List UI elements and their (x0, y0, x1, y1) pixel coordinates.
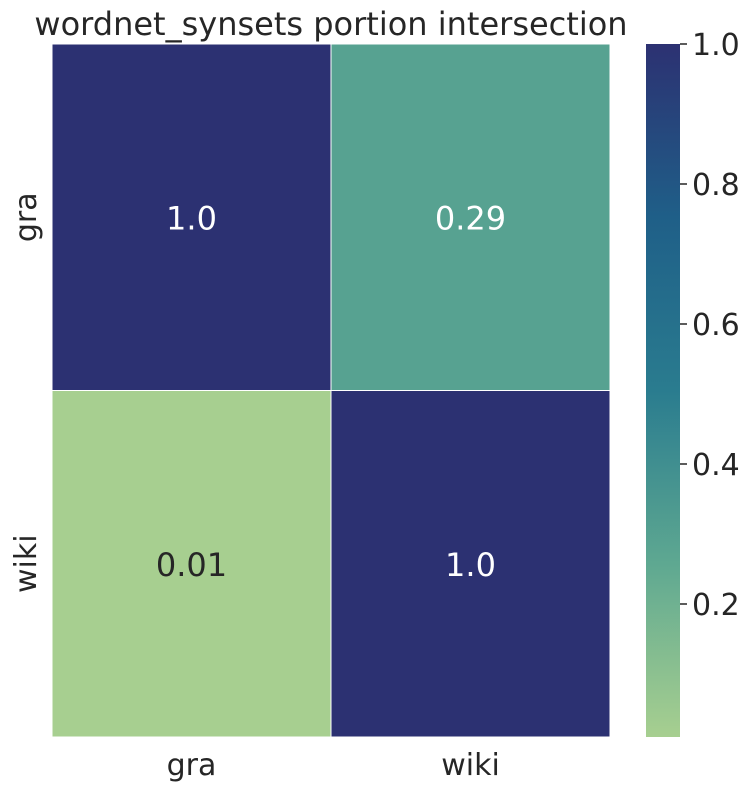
heatmap-cell-gra-wiki (330, 43, 611, 391)
cell-annotations: 1.0 0.29 0.01 1.0 (156, 199, 506, 584)
colorbar-tick-label: 0.4 (692, 448, 740, 483)
y-tick-label: wiki (9, 534, 44, 593)
y-axis-tick-labels: gra wiki (9, 192, 44, 593)
heatmap-cell-wiki-gra (51, 390, 332, 738)
heatmap-cell-gra-gra (51, 43, 332, 391)
cell-annotation: 1.0 (445, 546, 496, 584)
heatmap-cells (51, 43, 611, 738)
cell-annotation: 0.29 (435, 199, 506, 237)
colorbar (646, 44, 680, 737)
cell-annotation: 1.0 (166, 199, 217, 237)
colorbar-tick-label: 0.6 (692, 308, 740, 343)
x-axis-tick-labels: gra wiki (167, 748, 500, 783)
colorbar-tick-label: 0.2 (692, 588, 740, 623)
x-tick-label: wiki (441, 748, 500, 783)
y-tick-label: gra (9, 192, 44, 242)
chart-title: wordnet_synsets portion intersection (34, 5, 627, 43)
colorbar-tick-label: 1.0 (692, 28, 740, 63)
colorbar-tick-label: 0.8 (692, 168, 740, 203)
colorbar-ticks: 0.2 0.4 0.6 0.8 1.0 (680, 28, 740, 623)
cell-annotation: 0.01 (156, 546, 227, 584)
x-tick-label: gra (167, 748, 217, 783)
heatmap-cell-wiki-wiki (330, 390, 611, 738)
